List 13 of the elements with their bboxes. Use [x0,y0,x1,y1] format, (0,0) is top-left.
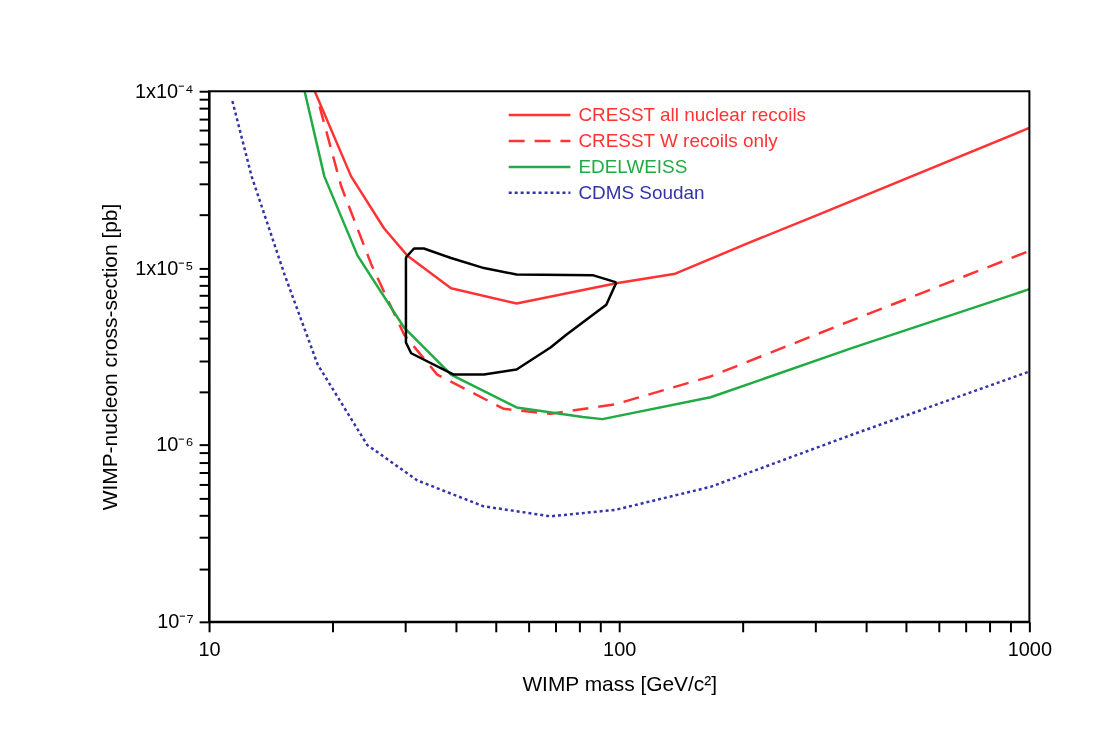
legend-label: CRESST W recoils only [578,129,779,151]
x-axis-title: WIMP mass [GeV/c²] [522,672,718,696]
x-tick-label: 10 [198,638,221,661]
y-tick-label: 1x10⁻⁵ [135,256,194,279]
y-tick-label: 1x10⁻⁴ [134,79,194,102]
y-axis-title: WIMP-nucleon cross-section [pb] [98,203,122,511]
legend-label: CRESST all nuclear recoils [578,104,807,126]
legend-label: EDELWEISS [578,155,688,177]
y-tick-label: 10⁻⁷ [157,610,194,633]
x-tick-label: 1000 [1007,638,1053,661]
y-tick-label: 10⁻⁶ [156,433,194,456]
x-tick-label: 100 [603,638,637,661]
legend-label: CDMS Soudan [578,181,705,203]
